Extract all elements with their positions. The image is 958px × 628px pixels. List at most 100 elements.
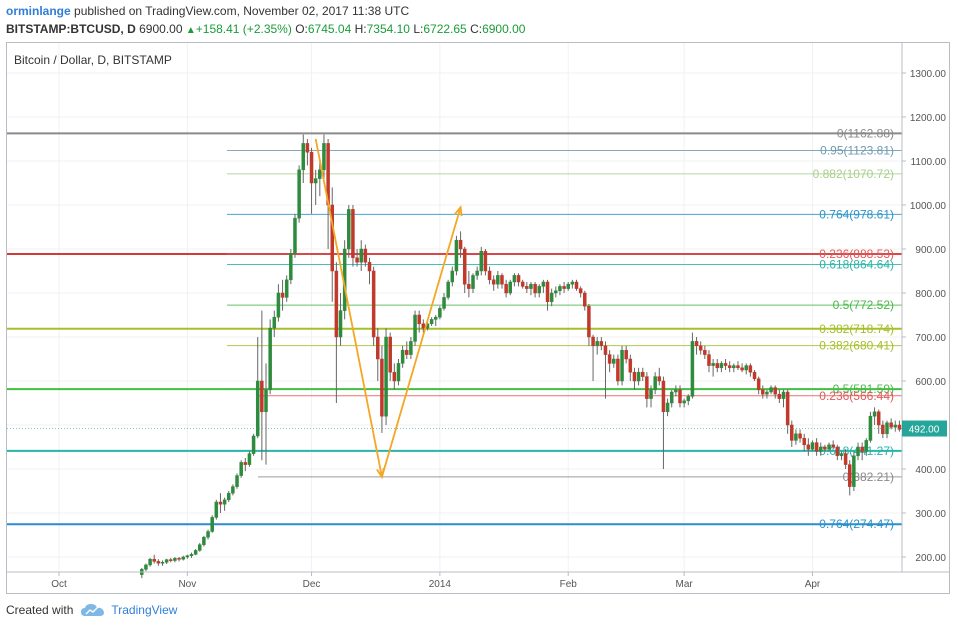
candle [649,385,653,408]
candle-body [819,446,823,452]
candle-body [645,376,649,399]
candle-body [355,257,359,263]
tradingview-cloud-icon[interactable] [81,603,105,617]
candle [541,279,546,293]
candle-body [504,283,508,294]
fib-level-label: 0.236(566.44) [819,389,894,403]
candle-body [405,349,409,355]
candle [773,385,777,399]
candle-body [657,376,662,382]
candle-body [624,349,628,360]
candle-body [359,248,363,263]
candle-body [715,363,720,369]
candle [491,275,496,291]
fib-level-label: 0.5(772.52) [833,298,894,312]
candle [893,420,898,432]
fib-level-label: 0(1162.88) [837,126,894,140]
low-label: L: [413,22,424,36]
candle [616,354,620,386]
candle-body [707,354,711,366]
fib-level-label: 0.882(1070.72) [813,167,894,181]
candle [835,444,840,461]
chart-frame [6,42,950,594]
candle [471,273,475,293]
chart-title: Bitcoin / Dollar, D, BITSTAMP [14,53,172,67]
fib-level-label: 0.764(274.47) [819,517,894,531]
candle [181,555,185,561]
candle-body [698,345,703,351]
candle [193,549,198,556]
candle [827,442,831,452]
candle [243,458,248,472]
candle-body [475,270,479,276]
candle [765,389,769,399]
candle [537,284,541,298]
candle [313,169,318,205]
candle-body [438,308,442,318]
tradingview-link[interactable]: TradingView [111,603,178,617]
candle-body [264,389,268,413]
candle-body [599,341,604,347]
candle [251,433,256,456]
candle [558,284,562,296]
candle-body [417,314,421,325]
candle [409,337,413,359]
candle [160,560,165,566]
candle [897,420,902,432]
candle-body [367,261,372,272]
candle-body [351,209,355,259]
candle-body [703,349,707,355]
candle [583,290,587,311]
candle-body [549,292,554,303]
candle-body [280,292,285,298]
fib-level-label: 0.5(581.59) [833,382,894,396]
candle [508,279,513,296]
candle [570,279,575,289]
candle [467,271,471,298]
candle-body [847,464,852,487]
candle-body [711,363,715,366]
fib-level-label: 0.764(978.61) [819,207,894,221]
candle [868,411,873,443]
candle [330,187,334,302]
close-value: 6900.00 [482,22,526,36]
candle-body [198,544,202,551]
candle [144,563,148,572]
candle-body [318,169,322,179]
candle-body [566,283,570,289]
candle [525,282,529,293]
candle-body [761,389,765,395]
candle-body [616,358,620,382]
candle [752,370,757,381]
candle [798,429,802,443]
candle [864,438,869,456]
candle-body [669,391,674,404]
candle-body [773,387,777,395]
candle-body [872,411,877,417]
candle [790,420,794,447]
candle [847,460,852,496]
candle [388,332,392,381]
candle-body [558,286,562,292]
candle-body [222,499,227,505]
candle [504,279,508,298]
candle [301,134,306,183]
candle [140,568,144,579]
candle-body [814,442,819,452]
candle-body [471,275,475,289]
symbol-line: BITSTAMP:BTCUSD, D 6900.00 ▲+158.41 (+2.… [6,22,525,36]
candle-body [210,517,214,532]
candle-body [678,389,682,404]
candle [214,499,219,520]
author-name[interactable]: orminlange [6,4,71,18]
candle [682,398,686,408]
candle [384,328,388,425]
candle-body [723,363,728,366]
candle-body [798,433,802,439]
candle-body [400,349,405,364]
candle-body [554,290,558,294]
candle [367,257,372,285]
x-tick-label: Feb [560,579,578,590]
candle [777,389,782,403]
